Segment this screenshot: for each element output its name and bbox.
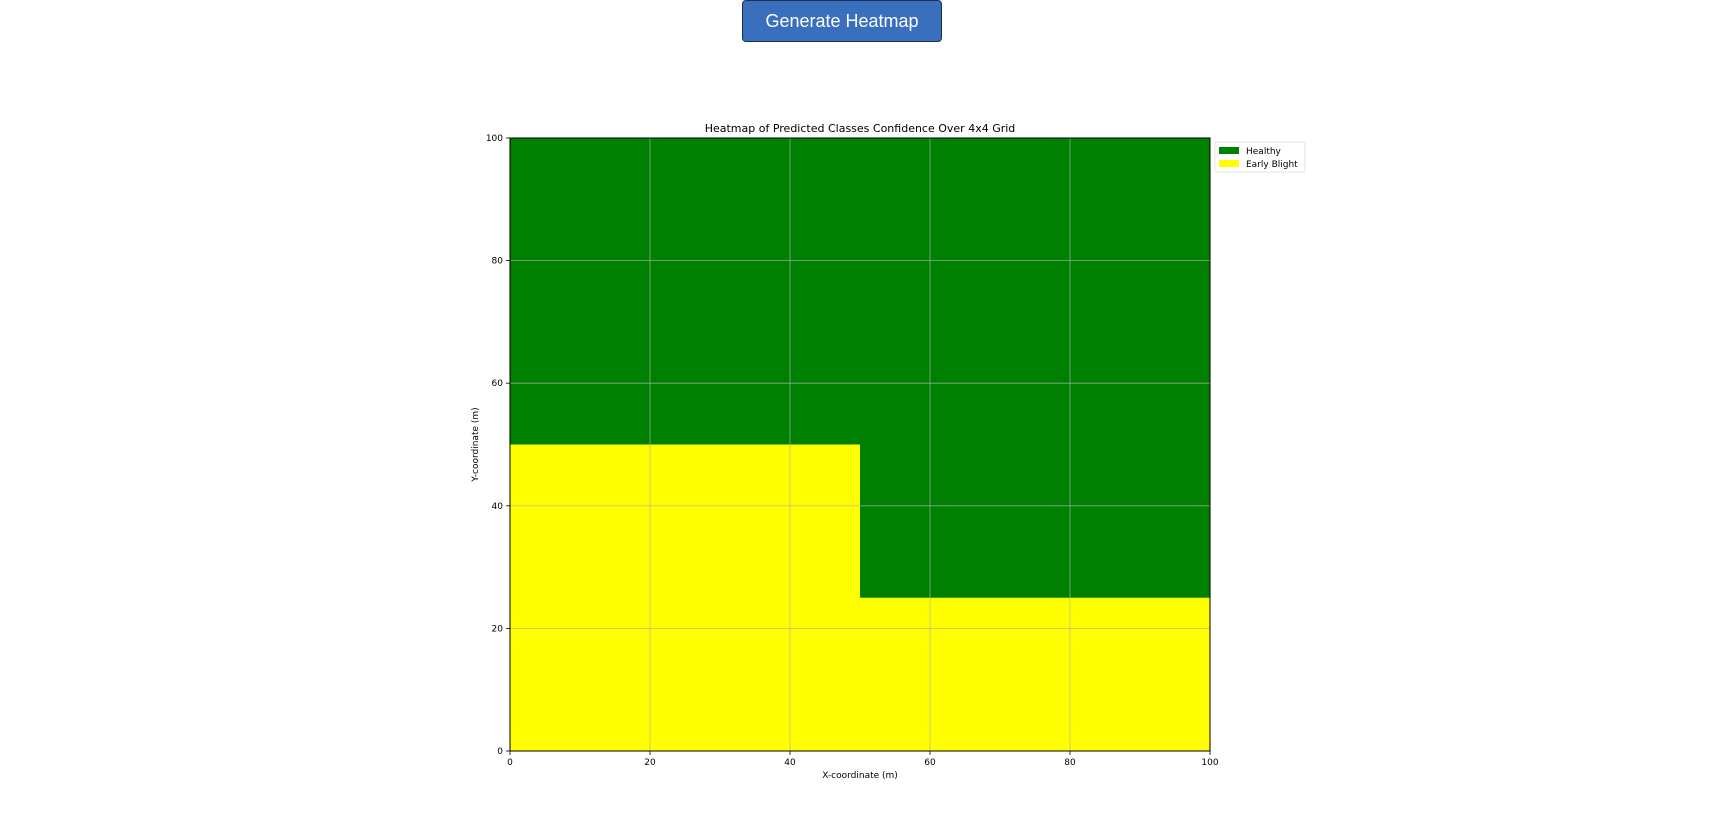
x-tick-label: 0 [507,758,513,768]
x-tick-label: 100 [1201,758,1218,768]
x-axis-label: X-coordinate (m) [822,771,898,781]
y-tick-label: 100 [486,134,503,144]
y-axis-label: Y-coordinate (m) [471,407,481,482]
y-tick-label: 20 [492,624,504,634]
x-axis-ticks: 0 20 40 60 80 100 [507,751,1219,768]
y-axis-ticks: 0 20 40 60 80 100 [486,134,510,757]
x-tick-label: 20 [644,758,656,768]
plot-frame [509,137,1211,752]
heatmap-regions [510,138,1210,751]
legend-swatch [1219,147,1239,154]
y-tick-label: 80 [492,257,504,267]
x-tick-label: 40 [784,758,796,768]
legend-label: Early Blight [1246,160,1298,170]
x-tick-label: 60 [924,758,936,768]
generate-heatmap-button[interactable]: Generate Heatmap [742,0,942,42]
y-tick-label: 60 [492,379,504,389]
y-tick-label: 0 [497,747,503,757]
y-tick-label: 40 [492,502,504,512]
heatmap-region-early-blight [860,597,1210,751]
heatmap-region-early-blight [510,444,860,751]
chart-title: Heatmap of Predicted Classes Confidence … [705,122,1016,135]
x-tick-label: 80 [1064,758,1076,768]
legend-label: Healthy [1246,147,1282,157]
legend: Healthy Early Blight [1214,141,1306,173]
legend-swatch [1219,160,1239,167]
grid-lines [509,137,1211,752]
